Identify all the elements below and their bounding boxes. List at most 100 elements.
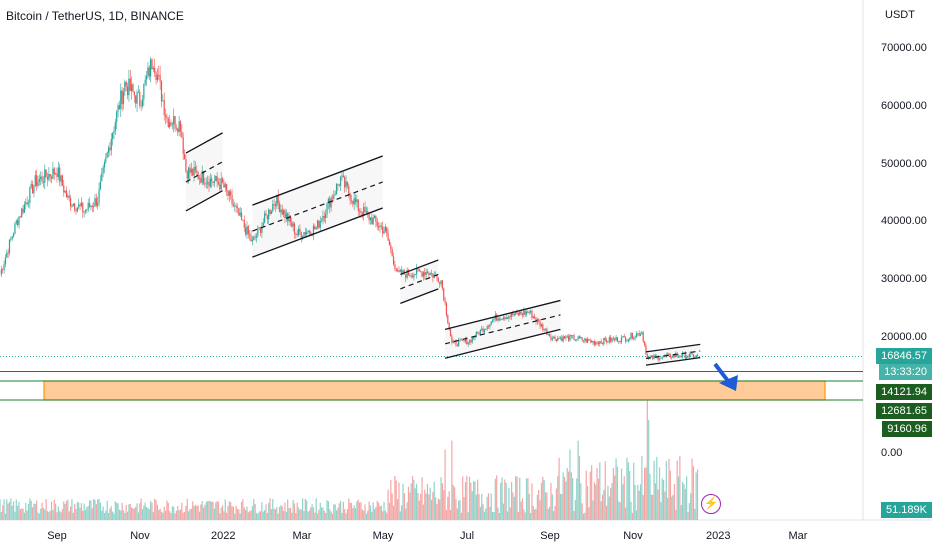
up-candle	[502, 317, 505, 320]
volume-bar	[356, 501, 358, 520]
up-candle	[107, 147, 110, 153]
down-candle	[204, 183, 206, 185]
volume-bar	[23, 512, 26, 520]
volume-bar	[135, 506, 137, 520]
volume-bar	[95, 504, 97, 520]
volume-bar	[3, 499, 5, 520]
up-candle	[103, 161, 106, 168]
volume-bar	[608, 496, 610, 520]
volume-bar	[26, 510, 28, 520]
volume-bar	[645, 467, 647, 520]
down-candle	[179, 121, 182, 132]
volume-bar	[634, 484, 636, 520]
down-candle	[291, 221, 293, 227]
down-candle	[310, 232, 312, 236]
volume-bar	[597, 478, 600, 520]
volume-bar	[605, 505, 608, 520]
down-candle	[242, 219, 244, 221]
volume-bar	[209, 501, 211, 520]
volume-bar	[91, 508, 93, 520]
down-candle	[230, 191, 232, 196]
volume-bar	[416, 483, 418, 520]
up-candle	[207, 181, 209, 184]
volume-bar	[414, 488, 416, 520]
volume-bar	[681, 481, 684, 520]
volume-bar	[464, 481, 467, 520]
up-candle	[30, 183, 32, 188]
time-tick-label: Nov	[130, 530, 150, 542]
up-candle	[459, 339, 461, 341]
down-candle	[696, 355, 699, 356]
volume-bar	[283, 510, 285, 520]
channel-mid-line	[400, 273, 439, 290]
down-candle	[444, 300, 446, 304]
volume-bar	[405, 508, 407, 520]
channel-lower-line	[645, 357, 701, 366]
volume-bar	[696, 469, 699, 520]
down-candle	[154, 67, 156, 73]
down-candle	[346, 181, 348, 186]
volume-bar	[266, 512, 268, 520]
volume-bar	[193, 505, 195, 520]
volume-bar	[186, 498, 188, 520]
volume-bar	[527, 478, 529, 520]
down-candle	[155, 72, 157, 81]
down-candle	[671, 357, 673, 359]
volume-bar	[352, 508, 354, 520]
up-candle	[662, 355, 665, 357]
up-candle	[429, 273, 431, 275]
up-candle	[201, 170, 203, 183]
down-candle	[439, 282, 441, 285]
volume-bar	[581, 503, 583, 520]
down-candle	[398, 270, 400, 272]
up-candle	[0, 269, 2, 275]
down-candle	[371, 217, 373, 225]
down-candle	[359, 211, 361, 212]
volume-bar	[196, 506, 198, 520]
down-candle	[451, 336, 453, 343]
volume-bar	[657, 489, 659, 520]
up-candle	[11, 236, 13, 239]
up-candle	[356, 199, 358, 203]
volume-bar	[136, 503, 138, 520]
up-candle	[40, 176, 42, 180]
volume-bar	[436, 504, 438, 520]
up-candle	[562, 336, 564, 342]
volume-bar	[261, 502, 263, 520]
volume-bar	[574, 500, 576, 520]
up-candle	[334, 193, 336, 195]
volume-bar	[510, 481, 513, 520]
down-candle	[278, 203, 281, 213]
up-candle	[532, 316, 534, 319]
volume-bar	[638, 490, 640, 520]
up-candle	[650, 355, 652, 357]
volume-bar	[570, 472, 572, 520]
volume-bar	[618, 501, 620, 520]
volume-bar	[205, 501, 207, 520]
volume-bar	[4, 513, 7, 520]
volume-bar	[398, 482, 400, 520]
channel-drawings	[185, 132, 701, 366]
volume-bar	[124, 513, 126, 520]
volume-bar	[558, 457, 560, 520]
volume-bar	[322, 507, 324, 520]
lightning-icon[interactable]: ⚡	[701, 494, 721, 514]
volume-bar	[312, 507, 315, 520]
volume-bar	[139, 503, 141, 520]
volume-bar	[201, 501, 203, 520]
up-candle	[122, 91, 125, 104]
volume-bar	[249, 511, 251, 520]
down-candle	[45, 169, 47, 178]
volume-bar	[422, 504, 424, 520]
volume-bar	[454, 487, 456, 520]
up-candle	[272, 204, 274, 212]
up-candle	[483, 329, 486, 333]
volume-bar	[46, 511, 49, 520]
volume-bar	[144, 502, 146, 520]
down-candle	[293, 223, 296, 234]
time-tick-label: 2022	[211, 530, 236, 542]
volume-bar	[536, 494, 538, 520]
down-candle	[616, 337, 619, 342]
volume-bar	[413, 479, 415, 520]
